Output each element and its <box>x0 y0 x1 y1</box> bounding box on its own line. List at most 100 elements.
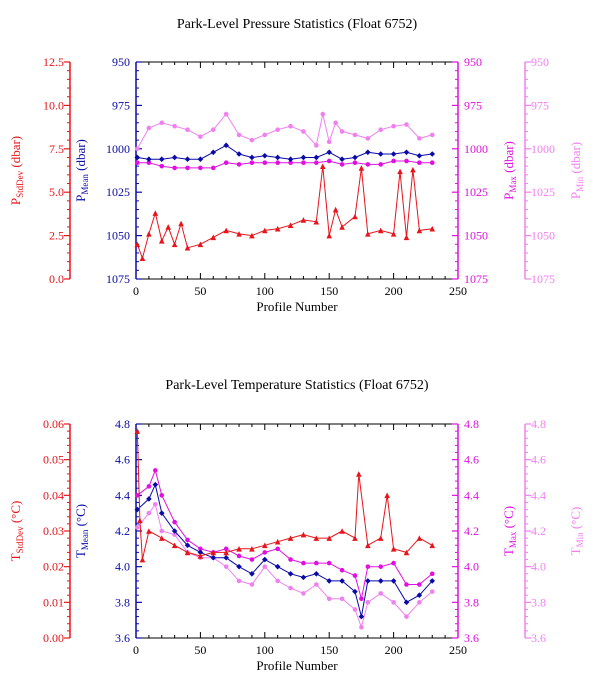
data-point-max <box>352 160 358 165</box>
data-point-mean <box>352 154 358 161</box>
data-point-stddev <box>210 234 217 241</box>
data-point-mean <box>313 154 320 161</box>
data-point-min <box>153 501 158 507</box>
y-tick-label-min: 4.8 <box>531 417 546 431</box>
data-point-mean <box>365 578 371 584</box>
data-point-max <box>223 160 229 165</box>
data-point-max <box>365 564 371 569</box>
data-point-min <box>301 591 306 596</box>
data-point-mean <box>146 156 152 163</box>
y-tick-label-min: 4.6 <box>531 453 546 467</box>
data-point-min <box>326 139 332 145</box>
y-tick-label-min: 950 <box>531 55 549 69</box>
y-tick-label-mean: 950 <box>112 55 130 69</box>
y-tick-label-mean: 975 <box>112 98 130 112</box>
data-point-mean <box>274 154 281 161</box>
data-point-max <box>153 468 158 473</box>
chart-title: Park-Level Pressure Statistics (Float 67… <box>177 17 418 32</box>
data-point-stddev <box>429 225 436 232</box>
data-point-mean <box>403 149 410 156</box>
data-point-mean <box>377 151 384 157</box>
data-point-stddev <box>249 546 255 552</box>
data-point-min <box>262 564 268 569</box>
data-point-max <box>326 560 332 566</box>
y-axis-label-main: P <box>8 198 23 205</box>
data-point-max <box>365 162 371 167</box>
data-point-min <box>333 120 338 126</box>
y-tick-label-min: 3.8 <box>531 595 546 609</box>
data-point-min <box>326 596 332 602</box>
data-point-mean <box>365 149 371 156</box>
data-point-min <box>301 129 306 134</box>
data-point-stddev <box>352 535 358 541</box>
y-axis-label-main: P <box>568 192 583 199</box>
data-point-max <box>198 546 203 552</box>
data-point-stddev <box>236 546 242 552</box>
data-point-mean <box>390 578 397 584</box>
x-tick-label: 0 <box>133 643 139 657</box>
data-point-mean <box>171 154 178 161</box>
data-point-min <box>146 125 152 131</box>
data-point-mean <box>197 549 204 556</box>
data-point-min <box>429 132 435 138</box>
data-point-max <box>198 165 203 171</box>
data-point-mean <box>262 152 268 159</box>
data-point-stddev <box>223 549 229 556</box>
temperature-chart: Park-Level Temperature Statistics (Float… <box>8 378 585 673</box>
data-point-min <box>223 564 229 569</box>
data-point-mean <box>339 578 345 584</box>
y-axis-label-sub: Mean <box>80 174 90 195</box>
x-tick-label: 250 <box>449 284 467 298</box>
data-point-mean <box>352 588 358 595</box>
chart-title: Park-Level Temperature Statistics (Float… <box>165 378 428 393</box>
y-tick-label-mean: 4.0 <box>115 560 130 574</box>
data-point-min <box>352 607 358 612</box>
data-point-mean <box>390 151 397 157</box>
data-point-min <box>391 600 396 605</box>
x-tick-label: 100 <box>256 643 274 657</box>
data-point-min <box>275 578 280 584</box>
y-axis-label-max: PMax (dbar) <box>501 141 518 200</box>
series-line-max <box>137 160 433 169</box>
data-point-min <box>185 127 190 133</box>
y-tick-label-max: 4.2 <box>464 524 479 538</box>
data-point-mean <box>377 578 384 584</box>
data-point-min <box>314 143 319 148</box>
data-point-min <box>417 600 422 605</box>
data-point-mean <box>429 151 436 157</box>
data-point-stddev <box>210 549 217 556</box>
data-point-mean <box>134 154 141 161</box>
y-tick-label-max: 975 <box>464 98 482 112</box>
data-point-min <box>314 582 319 587</box>
data-point-mean <box>339 156 345 163</box>
data-point-max <box>185 165 190 171</box>
data-point-min <box>146 510 152 516</box>
data-point-max <box>404 158 409 164</box>
data-point-min <box>417 136 422 141</box>
data-point-stddev <box>134 241 141 248</box>
data-point-max <box>404 582 409 587</box>
data-point-mean <box>184 156 191 163</box>
data-point-min <box>275 127 280 133</box>
data-point-mean <box>210 554 217 561</box>
data-point-stddev <box>223 227 229 234</box>
y-axis-label-max: TMax (°C) <box>501 506 518 556</box>
data-point-mean <box>416 152 423 159</box>
x-tick-label: 150 <box>320 643 338 657</box>
data-point-min <box>134 525 140 530</box>
data-point-mean <box>236 151 242 157</box>
y-axis-label-main: T <box>501 548 516 556</box>
y-tick-label-min: 4.0 <box>531 560 546 574</box>
y-axis-label-sub: StdDev <box>15 170 25 198</box>
y-tick-label-min: 3.6 <box>531 631 546 645</box>
data-point-stddev <box>319 163 326 169</box>
y-tick-label-mean: 4.8 <box>115 417 130 431</box>
y-axis-label-min: PMin (dbar) <box>568 142 585 199</box>
y-tick-label-mean: 1075 <box>106 272 130 286</box>
y-tick-label-stddev: 12.5 <box>43 55 64 69</box>
data-point-max <box>223 546 229 552</box>
data-point-max <box>429 160 435 165</box>
data-point-mean <box>287 156 294 163</box>
y-tick-label-max: 3.8 <box>464 595 479 609</box>
y-axis-label-sub: Min <box>575 532 585 548</box>
